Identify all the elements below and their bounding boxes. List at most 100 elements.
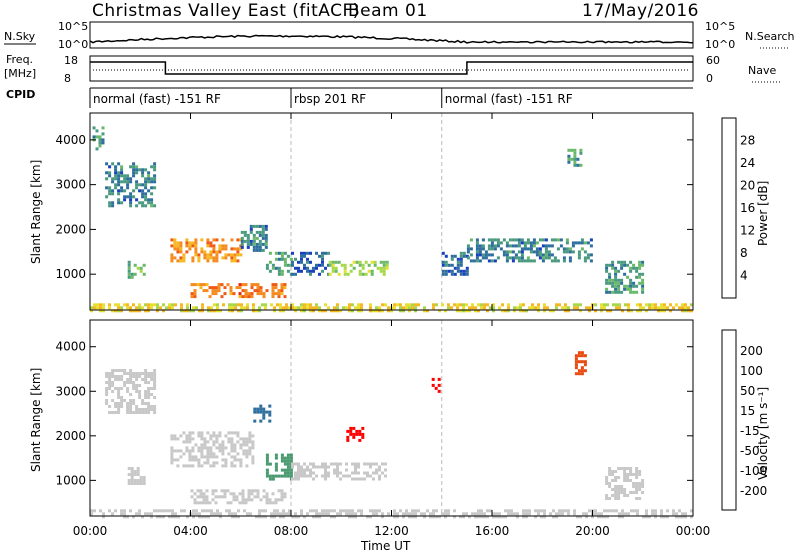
data-cell — [585, 512, 588, 516]
data-cell — [197, 434, 201, 438]
data-cell — [99, 303, 102, 307]
data-cell — [141, 195, 145, 199]
data-cell — [218, 250, 222, 254]
data-cell — [230, 440, 234, 444]
data-cell — [366, 462, 369, 466]
data-cell — [265, 459, 269, 463]
data-cell — [238, 501, 242, 505]
data-cell — [321, 509, 324, 513]
data-cell — [614, 491, 618, 494]
data-cell — [617, 467, 621, 470]
data-cell — [370, 269, 374, 273]
data-cell — [289, 474, 293, 478]
data-cell — [117, 309, 120, 313]
data-cell — [200, 455, 204, 459]
data-cell — [114, 405, 118, 408]
data-cell — [603, 303, 606, 307]
data-cell — [271, 263, 275, 267]
data-cell — [176, 244, 180, 248]
data-cell — [230, 437, 234, 441]
data-cell — [481, 256, 485, 260]
data-cell — [623, 470, 627, 473]
data-cell — [358, 272, 362, 276]
data-cell — [336, 303, 339, 307]
data-cell — [605, 263, 609, 267]
data-cell — [147, 512, 150, 516]
data-cell — [387, 512, 390, 516]
data-cell — [462, 306, 465, 310]
data-cell — [250, 286, 254, 290]
data-cell — [168, 303, 171, 307]
data-cell — [214, 501, 218, 505]
data-cell — [211, 286, 215, 290]
data-cell — [136, 470, 140, 473]
data-cell — [135, 378, 139, 381]
data-cell — [271, 266, 275, 270]
data-cell — [321, 462, 324, 466]
data-cell — [189, 309, 192, 313]
data-cell — [462, 309, 465, 313]
data-cell — [233, 446, 237, 450]
data-cell — [462, 515, 465, 519]
data-cell — [258, 509, 261, 513]
data-cell — [268, 474, 272, 478]
data-cell — [224, 253, 228, 257]
data-cell — [212, 434, 216, 438]
data-cell — [291, 251, 294, 255]
data-cell — [318, 309, 321, 313]
data-cell — [223, 495, 227, 499]
data-cell — [223, 489, 227, 493]
data-cell — [375, 468, 378, 472]
data-cell — [620, 290, 624, 294]
data-cell — [232, 495, 236, 499]
data-cell — [638, 260, 642, 264]
data-cell — [369, 306, 372, 310]
data-cell — [193, 492, 197, 496]
data-cell — [327, 263, 330, 267]
data-cell — [361, 263, 365, 267]
velocity-cbar-tick: -50 — [740, 444, 760, 458]
data-cell — [224, 458, 228, 462]
data-cell — [242, 452, 246, 456]
data-cell — [127, 269, 131, 273]
data-cell — [346, 272, 350, 276]
data-cell — [280, 474, 284, 478]
data-cell — [135, 512, 138, 516]
data-cell — [611, 473, 615, 476]
data-cell — [618, 512, 621, 516]
data-cell — [212, 452, 216, 456]
data-cell — [98, 144, 102, 148]
data-cell — [102, 306, 105, 310]
data-cell — [138, 372, 142, 375]
data-cell — [252, 239, 256, 243]
data-cell — [135, 375, 139, 378]
data-cell — [621, 512, 624, 516]
data-cell — [606, 509, 609, 513]
data-cell — [144, 183, 148, 187]
data-cell — [200, 238, 204, 242]
data-cell — [291, 260, 294, 264]
data-cell — [510, 509, 513, 513]
data-cell — [481, 247, 485, 251]
data-cell — [678, 509, 681, 513]
data-cell — [135, 183, 139, 187]
data-cell — [327, 509, 330, 513]
data-cell — [294, 266, 297, 270]
data-cell — [288, 509, 291, 513]
data-cell — [360, 303, 363, 307]
data-cell — [342, 509, 345, 513]
data-cell — [453, 509, 456, 513]
data-cell — [614, 470, 618, 473]
data-cell — [129, 402, 133, 405]
data-cell — [207, 309, 210, 313]
data-cell — [138, 303, 141, 307]
data-cell — [477, 303, 480, 307]
data-cell — [580, 366, 584, 370]
data-cell — [453, 272, 457, 276]
data-cell — [120, 512, 123, 516]
data-cell — [236, 247, 240, 251]
data-cell — [645, 509, 648, 513]
data-cell — [239, 461, 243, 465]
data-cell — [352, 435, 356, 439]
data-cell — [309, 272, 312, 276]
